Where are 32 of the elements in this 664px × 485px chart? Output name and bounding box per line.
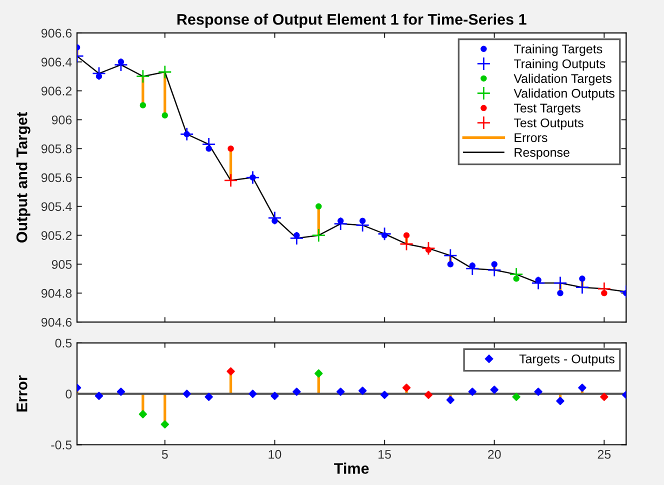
- y-tick-label: 906.4: [41, 58, 72, 67]
- y-tick-label: 905.6: [41, 173, 72, 182]
- y-tick-label: 905.8: [41, 144, 72, 154]
- legend-label: Training Outputs: [514, 59, 606, 71]
- y-tick-label: 905.2: [41, 231, 72, 240]
- y-axis-title: Output and Target: [16, 112, 30, 243]
- legend-label: Response: [514, 148, 570, 160]
- y-tick-label: 904.8: [41, 288, 72, 298]
- x-tick-label: 20: [488, 450, 501, 459]
- y-axis-title: Error: [16, 375, 28, 412]
- y-tick-label: 0: [66, 390, 72, 398]
- legend-label: Errors: [514, 133, 548, 142]
- x-tick-label: 25: [598, 450, 611, 459]
- y-tick-label: 906.2: [41, 86, 72, 96]
- legend-label: Validation Outputs: [514, 88, 614, 100]
- x-tick-label: 15: [378, 450, 391, 459]
- legend-label: Test Outputs: [514, 118, 584, 130]
- y-tick-label: 905: [52, 260, 72, 269]
- x-axis-title: Time: [334, 462, 369, 474]
- legend-label: Training Targets: [514, 44, 602, 56]
- y-tick-label: 906: [52, 116, 72, 124]
- y-tick-label: 904.6: [41, 318, 72, 327]
- y-tick-label: 906.6: [41, 28, 72, 38]
- x-tick-label: 5: [162, 450, 168, 459]
- y-tick-label: -0.5: [51, 440, 72, 450]
- y-tick-label: 0.5: [55, 338, 72, 348]
- chart-title: Response of Output Element 1 for Time-Series 1: [177, 14, 526, 28]
- legend-label: Test Targets: [514, 104, 580, 115]
- legend-label: Targets - Outputs: [519, 354, 614, 366]
- x-tick-label: 10: [268, 450, 282, 459]
- y-tick-label: 905.4: [41, 202, 72, 212]
- legend-label: Validation Targets: [514, 74, 612, 86]
